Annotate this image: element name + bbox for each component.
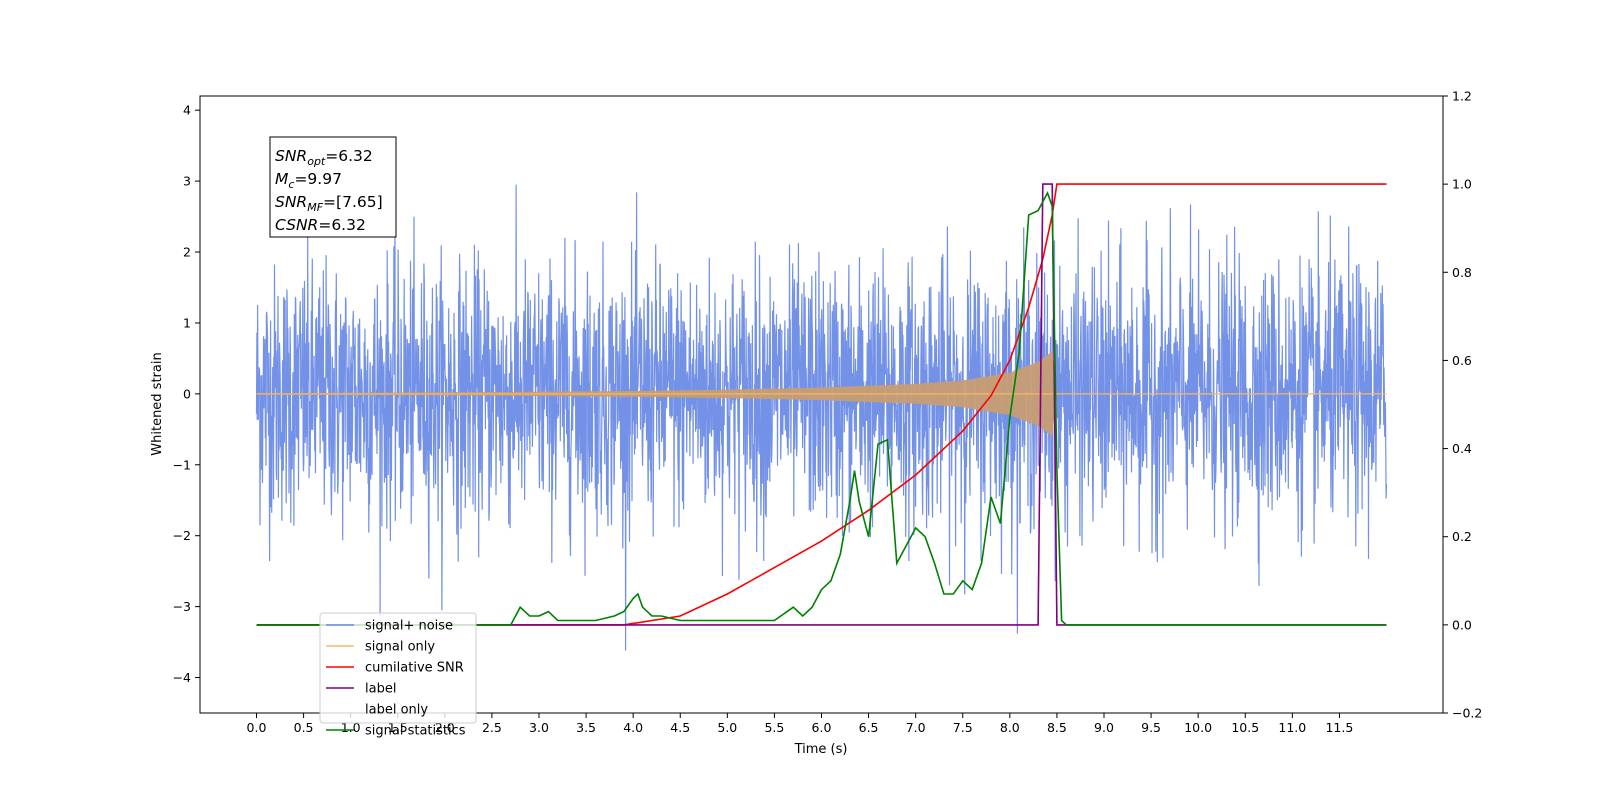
annotation-line: SNRopt=6.32: [275, 147, 373, 168]
x-axis-ticks: 0.0 0.5 1.0 1.5 2.0 2.5 3.0 3.5 4.0 4.5 5.0 5.5 6.0 6…: [247, 713, 1353, 735]
x-tick-label: 1.0: [341, 720, 361, 735]
legend-label: label only: [365, 703, 428, 718]
series-signal-noise-line: [255, 184, 1388, 651]
x-tick-label: 6.5: [859, 720, 879, 735]
annotation-subscript: c: [288, 178, 294, 191]
annotation-value: =6.32: [325, 147, 373, 165]
annotation-line: Mc=9.97: [275, 170, 342, 191]
series-cumilative-snr-line: [256, 183, 1387, 626]
x-tick-label: 8.0: [1000, 720, 1020, 735]
y-tick-label: 4: [183, 103, 191, 118]
annotation-subscript: MF: [307, 201, 323, 214]
y2-tick-label: 1.2: [1452, 89, 1472, 104]
annotation-symbol: SNR: [275, 193, 307, 211]
x-tick-label: 1.5: [388, 720, 408, 735]
annotation-subscript: opt: [307, 155, 326, 168]
y2-tick-label: 0.4: [1452, 441, 1472, 456]
x-tick-label: 0.0: [247, 720, 267, 735]
x-tick-label: 2.5: [482, 720, 502, 735]
y-tick-label: −4: [173, 670, 191, 685]
annotation-value: =6.32: [318, 216, 366, 234]
y2-tick-label: −0.2: [1452, 706, 1482, 721]
y-tick-label: 2: [183, 245, 191, 260]
legend-frame: [319, 612, 477, 724]
x-tick-label: 2.0: [435, 720, 455, 735]
y-axis-label: Whitened strain: [150, 352, 165, 455]
x-tick-label: 10.5: [1231, 720, 1259, 735]
annotation-line: SNRMF=[7.65]: [275, 193, 383, 214]
legend-label: signal only: [365, 640, 435, 655]
x-tick-label: 6.0: [812, 720, 832, 735]
y2-tick-label: 1.0: [1452, 177, 1472, 192]
y-tick-label: 0: [183, 386, 191, 401]
legend: signal+ noise signal only cumilative SNR la…: [319, 612, 477, 739]
series-signal-statistics-line: [256, 191, 1387, 626]
x-tick-label: 3.5: [576, 720, 596, 735]
x-tick-label: 8.5: [1047, 720, 1067, 735]
legend-label: signal statistics: [365, 724, 466, 739]
y2-axis-ticks: 1.2 1.0 0.8 0.6 0.4 0.2 0.0 −0.2: [1443, 89, 1482, 721]
annotation-symbol: SNR: [275, 147, 307, 165]
x-tick-label: 4.0: [623, 720, 643, 735]
legend-label: signal+ noise: [365, 619, 453, 634]
x-tick-label: 11.5: [1325, 720, 1353, 735]
x-tick-label: 5.5: [764, 720, 784, 735]
x-tick-label: 10.0: [1184, 720, 1212, 735]
y2-tick-label: 0.0: [1452, 617, 1472, 632]
x-tick-label: 9.5: [1141, 720, 1161, 735]
y-tick-label: 3: [183, 174, 191, 189]
y2-tick-label: 0.6: [1452, 353, 1472, 368]
annotation-symbol: CSNR: [275, 216, 318, 234]
y-axis-ticks: 4 3 2 1 0 −1 −2 −3 −4: [173, 103, 200, 685]
x-tick-label: 0.5: [294, 720, 314, 735]
legend-label: cumilative SNR: [365, 661, 464, 676]
x-axis-label: Time (s): [794, 742, 848, 757]
x-tick-label: 4.5: [670, 720, 690, 735]
x-tick-label: 9.0: [1094, 720, 1114, 735]
annotation-line: CSNR=6.32: [275, 216, 366, 234]
annotation-value: =[7.65]: [323, 193, 383, 211]
annotation-frame: [269, 136, 397, 238]
x-tick-label: 5.0: [717, 720, 737, 735]
y2-tick-label: 0.2: [1452, 529, 1472, 544]
legend-label: label: [365, 682, 396, 697]
x-tick-label: 7.5: [953, 720, 973, 735]
x-tick-label: 7.0: [906, 720, 926, 735]
y-tick-label: −1: [173, 457, 191, 472]
annotation-symbol: M: [275, 170, 288, 188]
y-tick-label: −2: [173, 528, 191, 543]
y2-tick-label: 0.8: [1452, 265, 1472, 280]
y-tick-label: −3: [173, 599, 191, 614]
x-tick-label: 3.0: [529, 720, 549, 735]
y-tick-label: 1: [183, 315, 191, 330]
plot-layers: [255, 183, 1388, 651]
x-tick-label: 11.0: [1278, 720, 1306, 735]
annotation-value: =9.97: [294, 170, 342, 188]
